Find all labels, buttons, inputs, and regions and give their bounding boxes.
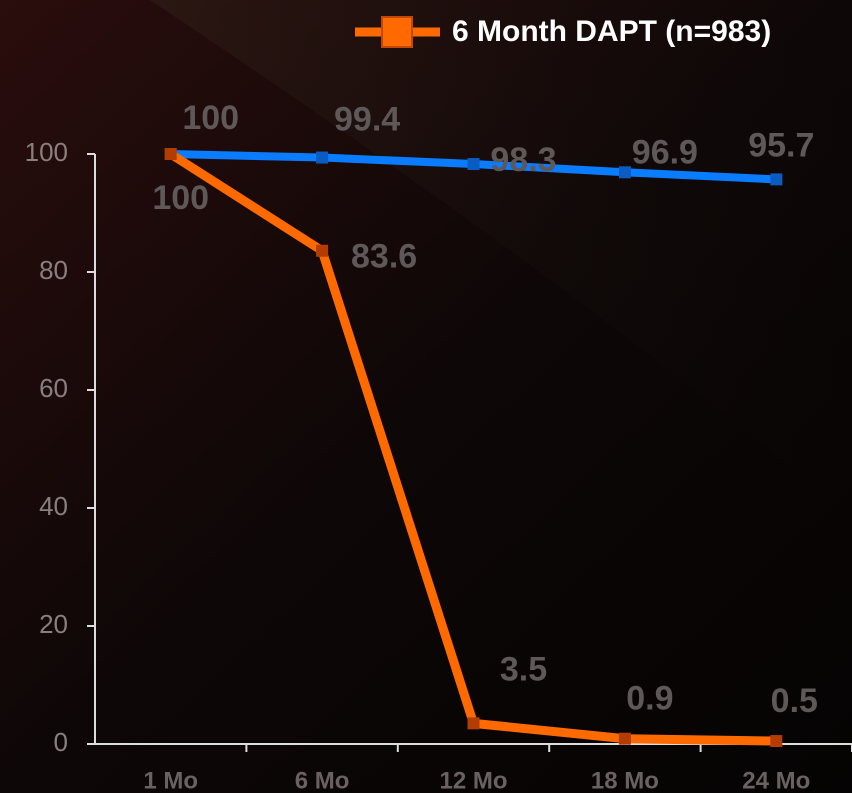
value-label: 0.9 [626,680,673,718]
y-tick-label: 60 [39,373,68,403]
y-tick-label: 100 [25,137,68,167]
y-tick-label: 40 [39,491,68,521]
value-label: 83.6 [351,238,417,276]
point-marker [316,244,329,257]
value-label: 95.7 [748,126,814,164]
x-tick-label: 18 Mo [591,767,659,793]
y-tick-label: 0 [54,727,68,757]
point-marker [770,173,783,186]
value-label: 3.5 [500,650,547,688]
x-tick-label: 6 Mo [295,767,350,793]
value-label: 99.4 [334,101,400,139]
point-marker [770,735,783,748]
legend-marker [381,16,413,48]
legend-label: 6 Month DAPT (n=983) [452,15,771,48]
value-label: 100 [152,179,209,217]
point-marker [467,717,480,730]
point-marker [164,148,177,160]
x-tick-label: 24 Mo [742,767,810,793]
point-marker [618,166,631,179]
y-tick-label: 80 [39,255,68,285]
point-marker [316,151,329,164]
value-label: 98.3 [490,141,556,179]
background-sheen [150,0,852,520]
y-tick-label: 20 [39,609,68,639]
value-label: 100 [182,99,239,137]
point-marker [467,158,480,171]
value-label: 0.5 [771,682,818,720]
x-tick-label: 12 Mo [439,767,507,793]
x-tick-label: 1 Mo [143,767,198,793]
value-label: 96.9 [632,133,698,171]
point-marker [618,732,631,745]
